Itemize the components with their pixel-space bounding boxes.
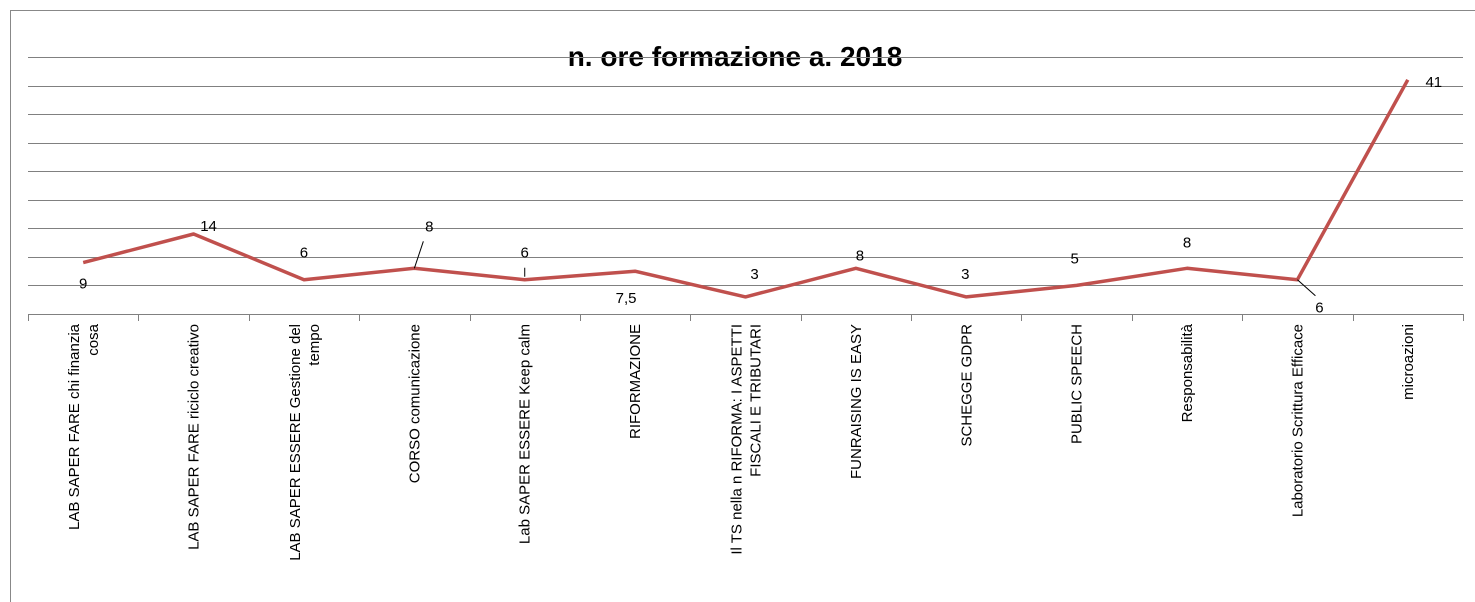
data-label: 3 <box>961 266 969 283</box>
data-label: 6 <box>521 245 529 262</box>
chart-title: n. ore formazione a. 2018 <box>568 41 903 72</box>
x-tick-label: CORSO comunicazione <box>406 324 423 483</box>
x-tick-label: FUNRAISING IS EASY <box>848 324 865 479</box>
x-tick-label: Laboratorio Scrittura Efficace <box>1289 324 1306 517</box>
data-label: 14 <box>200 218 217 235</box>
data-label: 7,5 <box>616 290 637 307</box>
data-label: 6 <box>1315 300 1323 317</box>
x-tick-label: LAB SAPER FARE riciclo creativo <box>186 324 203 550</box>
data-label: 6 <box>300 245 308 262</box>
leader-line <box>413 241 424 269</box>
data-label: 5 <box>1070 250 1078 267</box>
data-label: 8 <box>1183 234 1191 251</box>
data-label: 9 <box>79 276 87 293</box>
chart-frame <box>10 10 1475 602</box>
data-label: 41 <box>1425 74 1442 91</box>
data-line <box>82 78 1410 299</box>
data-label: 3 <box>750 266 758 283</box>
x-tick-label: SCHEGGE GDPR <box>958 324 975 447</box>
x-tick-label: RIFORMAZIONE <box>627 324 644 439</box>
leader-line <box>1297 279 1316 297</box>
x-tick-label: microazioni <box>1400 324 1417 400</box>
x-tick-label: Il TS nella n RIFORMA: I ASPETTI FISCALI … <box>729 324 765 555</box>
data-label: 8 <box>425 218 433 235</box>
data-label: 8 <box>856 247 864 264</box>
x-tick-label: LAB SAPER FARE chi finanzia cosa <box>66 323 102 530</box>
x-tick-label: PUBLIC SPEECH <box>1069 324 1086 444</box>
x-tick-label: LAB SAPER ESSERE Gestione del tempo <box>287 324 323 561</box>
x-tick-label: Lab SAPER ESSERE Keep calm <box>517 324 534 544</box>
x-tick-label: Responsabilità <box>1179 323 1196 422</box>
